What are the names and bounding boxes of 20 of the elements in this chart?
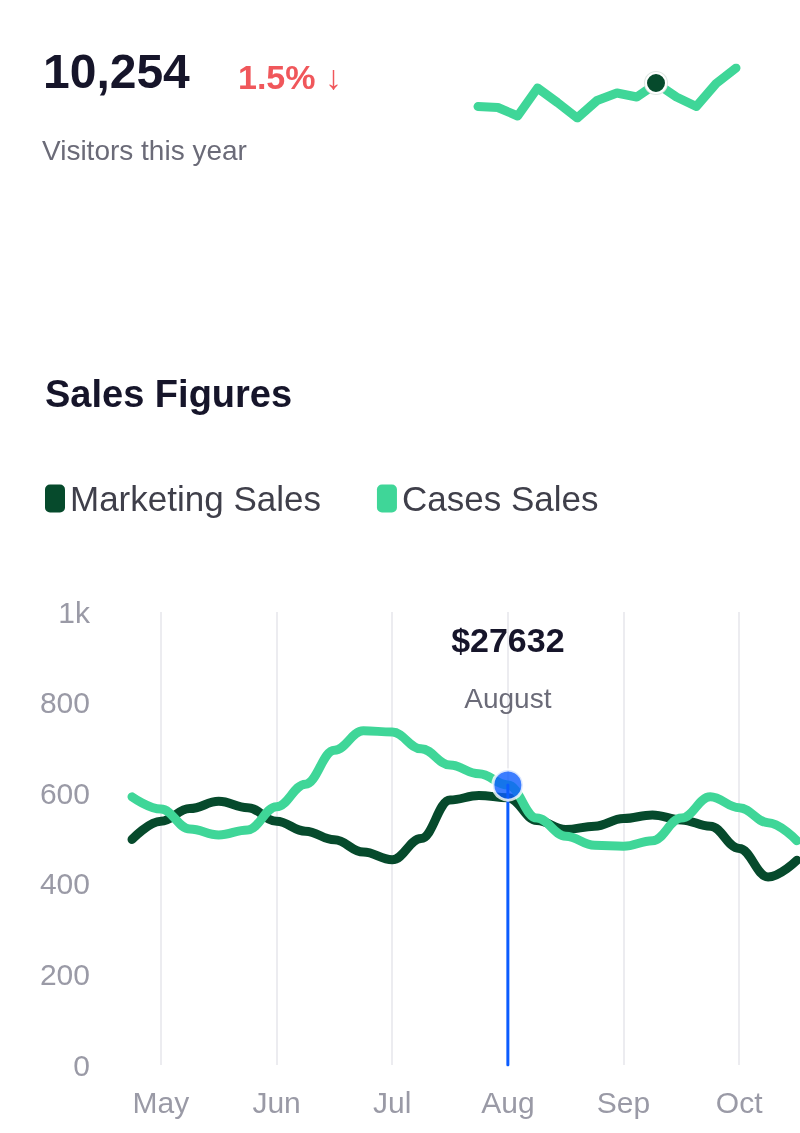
x-tick-label: Aug bbox=[481, 1085, 535, 1119]
legend-label: Cases Sales bbox=[401, 479, 599, 518]
y-tick-label: 600 bbox=[39, 776, 90, 810]
x-tick-label: Sep bbox=[596, 1085, 651, 1119]
x-tick-label: Jun bbox=[252, 1085, 301, 1119]
y-tick-label: 1k bbox=[58, 595, 91, 629]
x-tick-label: May bbox=[132, 1085, 190, 1119]
y-tick-label: 200 bbox=[39, 957, 90, 991]
y-tick-label: 400 bbox=[39, 867, 90, 901]
chart-title: 10,254 bbox=[43, 44, 191, 98]
chart-title: Sales Figures bbox=[45, 373, 293, 415]
y-tick-label: 0 bbox=[73, 1048, 90, 1082]
text: 1.5% ↓ bbox=[238, 58, 342, 96]
legend-label: Marketing Sales bbox=[70, 479, 321, 518]
annotation: August bbox=[464, 682, 552, 714]
y-tick-label: 800 bbox=[39, 686, 90, 720]
x-tick-label: Oct bbox=[715, 1085, 764, 1119]
x-tick-label: Jul bbox=[373, 1085, 412, 1119]
annotation: $27632 bbox=[451, 621, 565, 660]
text: Visitors this year bbox=[42, 134, 247, 166]
